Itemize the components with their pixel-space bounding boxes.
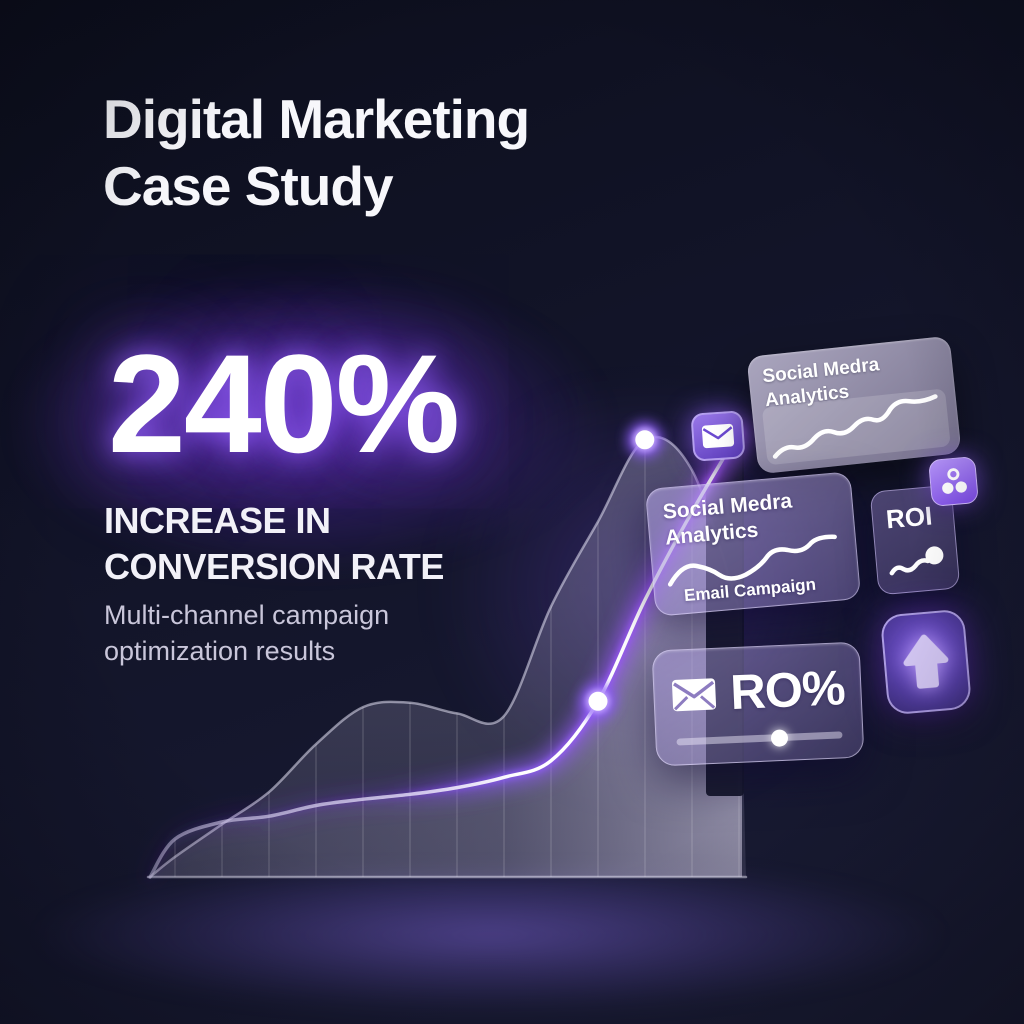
page-title-line1: Digital Marketing: [103, 88, 530, 150]
stat-label-line2: CONVERSION RATE: [104, 546, 444, 588]
stat-subtitle: Multi-channel campaign optimization resu…: [104, 597, 389, 670]
ro-slider-card: RO%: [651, 641, 865, 767]
envelope-icon: [671, 678, 717, 712]
ro-percent-label: RO%: [729, 661, 846, 721]
social-analytics-card-mid: Social Medra Analytics Email Campaign: [644, 471, 862, 617]
arrow-up-button[interactable]: [879, 608, 973, 716]
slider-handle[interactable]: [770, 728, 789, 747]
ro-row: RO%: [653, 643, 862, 725]
envelope-icon: [701, 423, 735, 449]
primary-campaign-area: [150, 432, 742, 877]
primary-campaign-line: [148, 430, 741, 879]
page-title-line2: Case Study: [103, 155, 394, 218]
roi-card: ROI: [869, 484, 961, 596]
sparkline-panel: [761, 388, 951, 466]
roi-sparkline: [889, 546, 944, 576]
arrow-up-icon: [903, 634, 949, 689]
sparkline-chart: [667, 534, 837, 587]
group-badge: [928, 456, 979, 507]
curve-marker-dot: [635, 430, 655, 450]
stat-subtitle-line1: Multi-channel campaign: [104, 600, 390, 630]
social-analytics-card-top: Social Medra Analytics: [746, 335, 962, 475]
sparkline-chart: [772, 394, 938, 459]
curve-marker-dot: [588, 691, 608, 711]
group-icon: [941, 467, 967, 494]
stat-subtitle-line2: optimization results: [104, 636, 336, 667]
page-title: Digital Marketing Case Study: [103, 86, 530, 220]
envelope-badge: [690, 410, 746, 462]
stat-label: INCREASE IN CONVERSION RATE: [104, 498, 444, 590]
stat-label-line1: INCREASE IN: [104, 500, 331, 541]
slider-track[interactable]: [676, 728, 843, 747]
stat-value: 240%: [108, 325, 460, 482]
curve-markers: [580, 421, 663, 720]
